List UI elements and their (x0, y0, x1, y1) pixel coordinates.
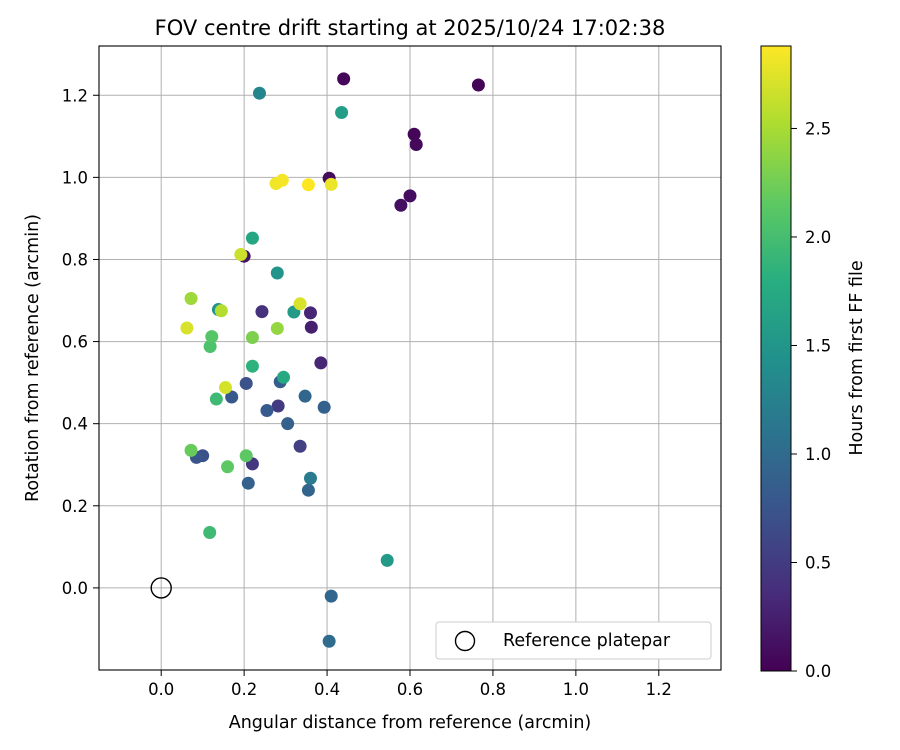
scatter-point (335, 106, 349, 120)
scatter-point (260, 404, 274, 418)
x-tick-label: 0.2 (231, 680, 257, 699)
scatter-point (180, 321, 194, 335)
x-tick-label: 1.2 (646, 680, 672, 699)
scatter-point (303, 471, 317, 485)
scatter-point (225, 390, 239, 404)
colorbar-tick-label: 2.0 (805, 228, 831, 247)
scatter-point (271, 399, 285, 413)
scatter-point (409, 138, 423, 152)
scatter-point (245, 231, 259, 245)
colorbar-gradient (760, 45, 792, 672)
scatter-point (218, 381, 232, 395)
scatter-point (298, 389, 312, 403)
scatter-points (180, 72, 485, 648)
legend: Reference platepar (435, 621, 712, 660)
scatter-point (221, 460, 235, 474)
colorbar-tick-label: 1.5 (805, 336, 831, 355)
x-tick-label: 0.0 (148, 680, 174, 699)
scatter-point (245, 359, 259, 373)
scatter-point (184, 291, 198, 305)
reference-point-marker (150, 577, 172, 599)
colorbar: 0.0 0.5 1.0 1.5 2.0 2.5 Hours from first FF f… (760, 45, 867, 681)
scatter-point (380, 553, 394, 567)
scatter-point (403, 189, 417, 203)
scatter-point (324, 589, 338, 603)
scatter-point (245, 330, 259, 344)
scatter-point (234, 248, 248, 262)
scatter-point (209, 392, 223, 406)
colorbar-tick-label: 0.0 (805, 662, 831, 681)
scatter-point (304, 320, 318, 334)
scatter-point (317, 400, 331, 414)
x-axis-label: Angular distance from reference (arcmin) (229, 713, 592, 733)
legend-box (435, 621, 712, 660)
y-axis-label: Rotation from reference (arcmin) (23, 214, 43, 502)
x-axis-ticks: 0.0 0.2 0.4 0.6 0.8 1.0 1.2 (148, 670, 672, 699)
scatter-point (214, 304, 228, 318)
scatter-point (301, 483, 315, 497)
x-tick-label: 0.8 (480, 680, 506, 699)
scatter-point (394, 198, 408, 212)
scatter-point (239, 376, 253, 390)
scatter-point (324, 177, 338, 191)
scatter-point (239, 449, 253, 463)
y-tick-label: 1.2 (62, 86, 88, 105)
scatter-point (471, 78, 485, 92)
scatter-point (184, 443, 198, 457)
y-tick-label: 0.2 (62, 497, 88, 516)
scatter-point (303, 306, 317, 320)
scatter-point (270, 321, 284, 335)
y-tick-label: 0.8 (62, 250, 88, 269)
scatter-point (203, 340, 217, 354)
scatter-point (252, 86, 266, 100)
scatter-point (203, 525, 217, 539)
chart-title: FOV centre drift starting at 2025/10/24 … (155, 16, 666, 40)
scatter-point (255, 305, 269, 319)
y-tick-label: 0.6 (62, 333, 88, 352)
colorbar-tick-label: 2.5 (805, 119, 831, 138)
y-axis-ticks: 0.0 0.2 0.4 0.6 0.8 1.0 1.2 (62, 86, 99, 598)
scatter-point (281, 417, 295, 431)
scatter-point (293, 297, 307, 311)
x-tick-label: 0.4 (314, 680, 340, 699)
scatter-point (277, 370, 291, 384)
scatter-point (241, 476, 255, 490)
grid-lines (99, 46, 721, 670)
colorbar-tick-label: 0.5 (805, 553, 831, 572)
y-tick-label: 1.0 (62, 168, 88, 187)
colorbar-ticks: 0.0 0.5 1.0 1.5 2.0 2.5 (791, 119, 831, 681)
x-tick-label: 1.0 (563, 680, 589, 699)
y-tick-label: 0.0 (62, 579, 88, 598)
colorbar-label: Hours from first FF file (847, 260, 867, 455)
scatter-point (275, 173, 289, 187)
x-tick-label: 0.6 (397, 680, 423, 699)
legend-label: Reference platepar (503, 631, 671, 651)
scatter-point (337, 72, 351, 86)
scatter-point (407, 127, 421, 141)
scatter-point (301, 178, 315, 192)
y-tick-label: 0.4 (62, 415, 88, 434)
scatter-point (322, 634, 336, 648)
colorbar-tick-label: 1.0 (805, 445, 831, 464)
scatter-point (314, 356, 328, 370)
scatter-point (205, 330, 219, 344)
scatter-point (293, 439, 307, 453)
legend-marker (454, 630, 476, 652)
scatter-point (270, 266, 284, 280)
